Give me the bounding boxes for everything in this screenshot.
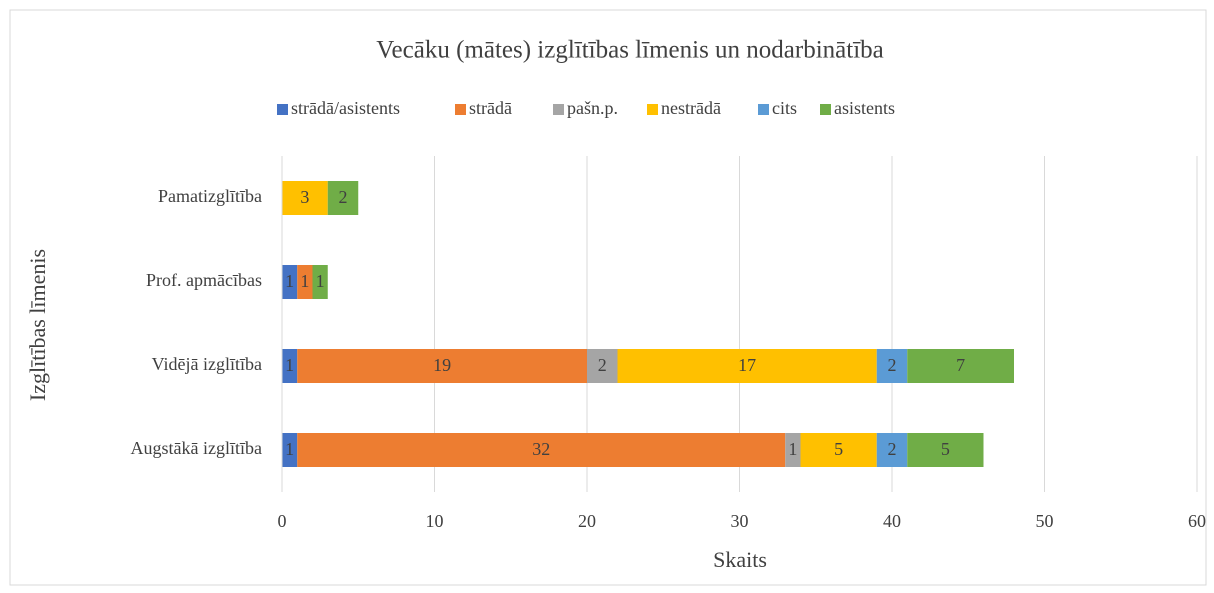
bar-segment bbox=[297, 433, 786, 467]
data-label: 3 bbox=[300, 187, 309, 207]
data-label: 2 bbox=[888, 355, 897, 375]
legend-swatch bbox=[455, 104, 466, 115]
x-tick-label: 60 bbox=[1188, 511, 1206, 531]
legend-label: cits bbox=[772, 98, 797, 118]
data-label: 1 bbox=[788, 439, 797, 459]
data-label: 5 bbox=[834, 439, 843, 459]
data-label: 7 bbox=[956, 355, 965, 375]
x-tick-label: 10 bbox=[426, 511, 444, 531]
data-label: 1 bbox=[316, 271, 325, 291]
bar-segment bbox=[297, 265, 313, 299]
bar-segment bbox=[587, 349, 618, 383]
legend-swatch bbox=[553, 104, 564, 115]
x-tick-label: 40 bbox=[883, 511, 901, 531]
chart-border bbox=[9, 9, 1207, 586]
data-label: 2 bbox=[598, 355, 607, 375]
y-tick-label: Vidējā izglītība bbox=[152, 354, 262, 374]
x-tick-label: 20 bbox=[578, 511, 596, 531]
legend-label: strādā/asistents bbox=[291, 98, 400, 118]
y-axis-label: Izglītības līmenis bbox=[25, 249, 50, 401]
bar-segment bbox=[876, 349, 908, 383]
bar-segment bbox=[800, 433, 877, 467]
chart-title: Vecāku (mātes) izglītības līmenis un nod… bbox=[376, 37, 884, 64]
x-axis-label: Skaits bbox=[713, 547, 767, 572]
data-label: 1 bbox=[300, 271, 309, 291]
x-tick-label: 30 bbox=[731, 511, 749, 531]
legend-label: nestrādā bbox=[661, 98, 721, 118]
x-tick-label: 0 bbox=[278, 511, 287, 531]
legend-swatch bbox=[277, 104, 288, 115]
bar-segment bbox=[876, 433, 908, 467]
data-label: 2 bbox=[888, 439, 897, 459]
legend-label: strādā bbox=[469, 98, 512, 118]
y-tick-label: Prof. apmācības bbox=[146, 270, 262, 290]
data-label: 1 bbox=[285, 439, 294, 459]
data-label: 5 bbox=[941, 439, 950, 459]
y-tick-label: Pamatizglītība bbox=[158, 186, 262, 206]
bar-segment bbox=[785, 433, 801, 467]
data-label: 17 bbox=[738, 355, 756, 375]
bar-segment bbox=[617, 349, 877, 383]
x-tick-label: 50 bbox=[1036, 511, 1054, 531]
bar-segment bbox=[907, 349, 1014, 383]
data-label: 19 bbox=[433, 355, 451, 375]
legend-swatch bbox=[758, 104, 769, 115]
data-label: 2 bbox=[339, 187, 348, 207]
bar-segment bbox=[312, 265, 328, 299]
bar-segment bbox=[282, 433, 298, 467]
data-label: 32 bbox=[532, 439, 550, 459]
bar-segment bbox=[297, 349, 587, 383]
bar-segment bbox=[907, 433, 984, 467]
bar-segment bbox=[282, 265, 298, 299]
data-label: 1 bbox=[285, 271, 294, 291]
bar-segment bbox=[327, 181, 359, 215]
bar-segment bbox=[282, 349, 298, 383]
legend-swatch bbox=[820, 104, 831, 115]
legend-label: asistents bbox=[834, 98, 895, 118]
y-tick-label: Augstākā izglītība bbox=[131, 438, 262, 458]
bar-segment bbox=[282, 181, 328, 215]
legend-swatch bbox=[647, 104, 658, 115]
data-label: 1 bbox=[285, 355, 294, 375]
legend-label: pašn.p. bbox=[567, 98, 618, 118]
